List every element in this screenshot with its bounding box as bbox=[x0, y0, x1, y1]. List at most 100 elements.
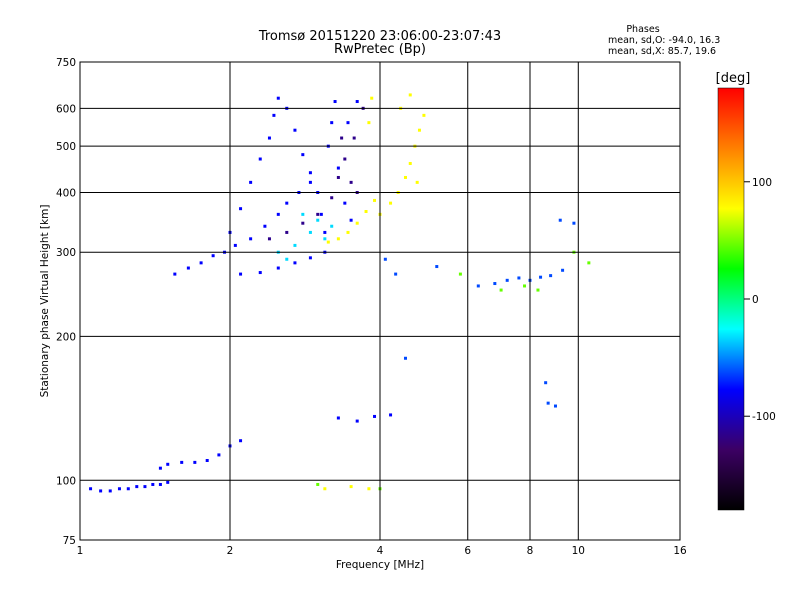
plot-grid bbox=[80, 62, 680, 540]
colorbar bbox=[717, 87, 745, 511]
colorbar-label: [deg] bbox=[716, 71, 751, 86]
data-point bbox=[349, 485, 353, 489]
data-point bbox=[180, 460, 184, 464]
data-point bbox=[301, 221, 305, 225]
data-point bbox=[553, 404, 557, 408]
data-point bbox=[346, 121, 350, 125]
data-point bbox=[330, 121, 334, 125]
data-point bbox=[285, 230, 289, 234]
data-point bbox=[476, 284, 480, 288]
data-point bbox=[126, 487, 130, 491]
x-tick-labels: 1 2 4 6 8 10 16 bbox=[77, 545, 687, 557]
x-tick-label: 8 bbox=[527, 545, 534, 557]
data-point bbox=[558, 218, 562, 222]
data-point bbox=[403, 175, 407, 179]
y-tick-labels: 75 100 200 300 400 500 600 750 bbox=[56, 57, 76, 547]
x-tick-label: 4 bbox=[377, 545, 384, 557]
data-point bbox=[343, 201, 347, 205]
data-point bbox=[276, 266, 280, 270]
data-point bbox=[367, 121, 371, 125]
data-point bbox=[205, 458, 209, 462]
data-point bbox=[352, 136, 356, 140]
data-point bbox=[549, 274, 553, 278]
data-point bbox=[355, 221, 359, 225]
data-point bbox=[166, 480, 170, 484]
data-point bbox=[217, 453, 221, 457]
data-point bbox=[330, 196, 334, 200]
data-point bbox=[285, 201, 289, 205]
data-point bbox=[276, 212, 280, 216]
data-point bbox=[99, 489, 103, 493]
colorbar-ticks: 100 0 -100 bbox=[744, 177, 776, 423]
data-point bbox=[158, 482, 162, 486]
data-point bbox=[355, 419, 359, 423]
data-point bbox=[330, 224, 334, 228]
data-point bbox=[523, 284, 527, 288]
x-tick-label: 2 bbox=[227, 545, 234, 557]
chart-title: Tromsø 20151220 23:06:00-23:07:43 bbox=[258, 29, 501, 44]
data-point bbox=[108, 489, 112, 493]
data-point bbox=[239, 272, 243, 276]
data-point bbox=[373, 414, 377, 418]
phases-box: Phases mean, sd,O: -94.0, 16.3 mean, sd,… bbox=[608, 24, 720, 57]
data-point bbox=[326, 240, 330, 244]
data-point bbox=[316, 482, 320, 486]
x-tick-label: 1 bbox=[77, 545, 84, 557]
data-point bbox=[349, 218, 353, 222]
data-point bbox=[308, 230, 312, 234]
y-tick-label: 300 bbox=[56, 247, 76, 259]
data-point bbox=[403, 356, 407, 360]
data-point bbox=[417, 128, 421, 132]
data-point bbox=[199, 261, 203, 265]
data-point bbox=[239, 439, 243, 443]
data-point bbox=[316, 218, 320, 222]
y-tick-label: 200 bbox=[56, 331, 76, 343]
x-axis-label: Frequency [MHz] bbox=[336, 559, 424, 571]
data-point bbox=[422, 113, 426, 117]
data-point bbox=[186, 266, 190, 270]
data-point bbox=[293, 261, 297, 265]
data-point bbox=[301, 153, 305, 157]
data-point bbox=[373, 198, 377, 202]
data-point bbox=[561, 268, 565, 272]
data-point bbox=[499, 288, 503, 292]
data-point bbox=[394, 272, 398, 276]
data-point bbox=[389, 201, 393, 205]
data-point bbox=[272, 113, 276, 117]
data-point bbox=[211, 254, 215, 258]
data-point bbox=[117, 487, 121, 491]
data-point bbox=[546, 401, 550, 405]
data-point bbox=[536, 288, 540, 292]
data-point bbox=[239, 207, 243, 211]
data-point bbox=[435, 265, 439, 269]
data-point bbox=[370, 96, 374, 100]
data-point bbox=[193, 460, 197, 464]
data-point bbox=[336, 416, 340, 420]
data-point bbox=[319, 212, 323, 216]
data-point bbox=[572, 221, 576, 225]
data-point bbox=[336, 166, 340, 170]
plot-frame bbox=[79, 61, 681, 541]
data-point bbox=[505, 278, 509, 282]
data-point bbox=[276, 96, 280, 100]
data-point bbox=[544, 381, 548, 385]
data-point bbox=[493, 282, 497, 286]
data-point bbox=[258, 271, 262, 275]
y-tick-label: 600 bbox=[56, 103, 76, 115]
data-point bbox=[367, 487, 371, 491]
data-point bbox=[389, 413, 393, 417]
y-tick-label: 750 bbox=[56, 57, 76, 69]
data-point bbox=[135, 485, 139, 489]
data-point bbox=[293, 128, 297, 132]
data-point bbox=[408, 93, 412, 97]
data-point bbox=[364, 210, 368, 214]
data-point bbox=[539, 275, 543, 279]
data-point bbox=[267, 136, 271, 140]
phases-line-o: mean, sd,O: -94.0, 16.3 bbox=[608, 35, 720, 46]
data-point bbox=[301, 212, 305, 216]
data-point bbox=[143, 485, 147, 489]
x-tick-label: 6 bbox=[464, 545, 471, 557]
data-point bbox=[408, 161, 412, 165]
phases-line-x: mean, sd,X: 85.7, 19.6 bbox=[608, 46, 716, 57]
